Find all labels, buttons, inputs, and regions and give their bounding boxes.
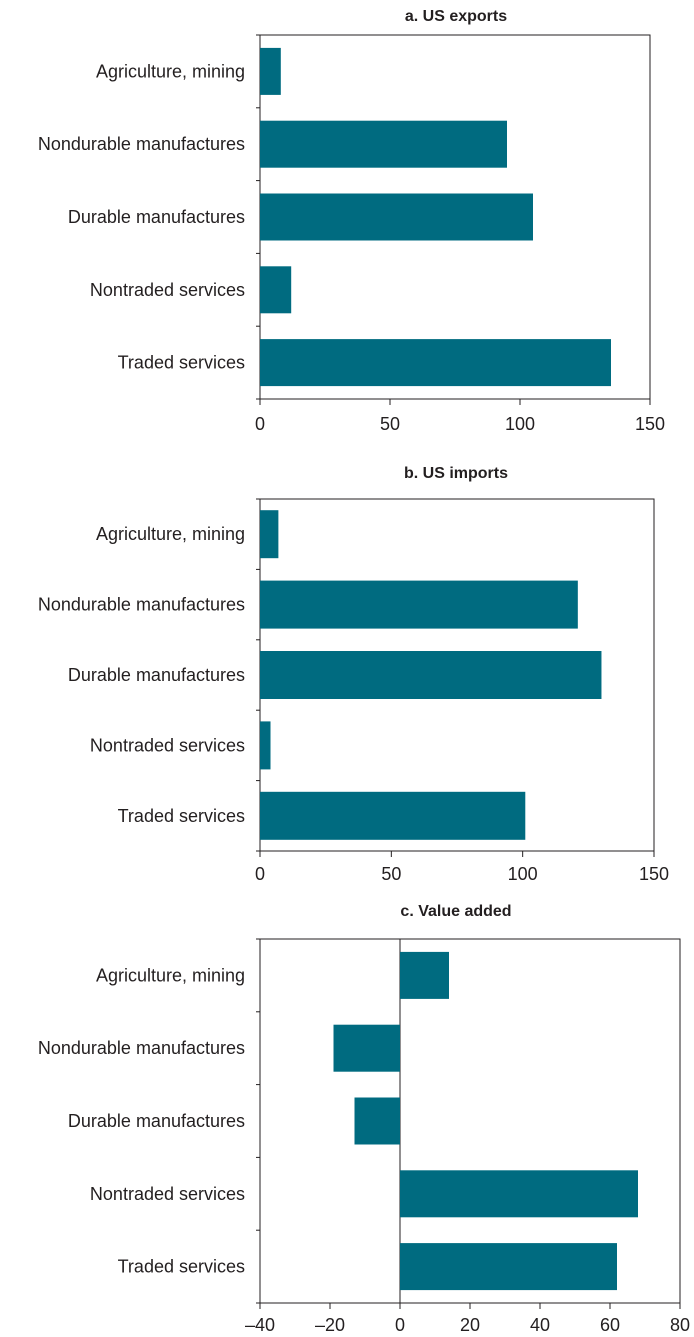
category-label-agriculture-mining: Agriculture, mining	[96, 61, 245, 81]
x-tick-label: 80	[670, 1315, 690, 1335]
category-label-nondurable-manufactures: Nondurable manufactures	[38, 1038, 245, 1058]
category-label-durable-manufactures: Durable manufactures	[68, 665, 245, 685]
x-tick-label: 40	[530, 1315, 550, 1335]
category-label-traded-services: Traded services	[118, 353, 245, 373]
bar-nondurable-manufactures	[260, 120, 507, 168]
category-label-durable-manufactures: Durable manufactures	[68, 1111, 245, 1131]
category-label-durable-manufactures: Durable manufactures	[68, 207, 245, 227]
panel-b-title: b. US imports	[404, 465, 508, 482]
category-label-nontraded-services: Nontraded services	[90, 1184, 245, 1204]
category-label-nondurable-manufactures: Nondurable manufactures	[38, 134, 245, 154]
x-tick-label: 100	[505, 414, 535, 434]
x-tick-label: 50	[380, 414, 400, 434]
x-tick-label: 150	[639, 864, 669, 884]
panel-c-title: c. Value added	[400, 903, 511, 920]
x-tick-label: 20	[460, 1315, 480, 1335]
panel-b-us-imports: b. US imports Agriculture, mining Nondura…	[38, 465, 669, 884]
x-tick-label: 0	[255, 864, 265, 884]
bar-nontraded-services	[260, 266, 292, 314]
bar-durable-manufactures	[260, 651, 602, 699]
x-tick-label: –40	[245, 1315, 275, 1335]
bar-nondurable-manufactures	[333, 1024, 400, 1072]
x-tick-label: 50	[381, 864, 401, 884]
panel-c-value-added: c. Value added Agriculture, mining Nondur…	[38, 903, 690, 1335]
x-tick-label: 60	[600, 1315, 620, 1335]
panel-a-title: a. US exports	[405, 8, 507, 25]
panel-b-marks: Agriculture, mining Nondurable manufactur…	[38, 498, 669, 884]
x-tick-label: 100	[508, 864, 538, 884]
bar-traded-services	[260, 791, 526, 840]
x-tick-label: 150	[635, 414, 665, 434]
category-label-agriculture-mining: Agriculture, mining	[96, 965, 245, 985]
x-tick-label: –20	[315, 1315, 345, 1335]
category-label-traded-services: Traded services	[118, 1257, 245, 1277]
bar-nondurable-manufactures	[260, 580, 578, 629]
x-tick-label: 0	[395, 1315, 405, 1335]
category-label-traded-services: Traded services	[118, 806, 245, 826]
bar-traded-services	[260, 339, 611, 387]
x-tick-label: 0	[255, 414, 265, 434]
bar-durable-manufactures	[354, 1097, 400, 1145]
category-label-nontraded-services: Nontraded services	[90, 280, 245, 300]
category-label-agriculture-mining: Agriculture, mining	[96, 524, 245, 544]
bar-traded-services	[400, 1243, 617, 1291]
bar-agriculture-mining	[260, 510, 279, 559]
category-label-nontraded-services: Nontraded services	[90, 735, 245, 755]
bar-agriculture-mining	[260, 47, 281, 95]
bar-nontraded-services	[400, 1170, 638, 1218]
panel-c-marks: Agriculture, mining Nondurable manufactur…	[38, 938, 690, 1335]
panel-a-us-exports: a. US exports Agriculture, mining Nondura…	[38, 8, 665, 434]
bar-nontraded-services	[260, 721, 271, 770]
category-label-nondurable-manufactures: Nondurable manufactures	[38, 595, 245, 615]
panel-a-marks: Agriculture, mining Nondurable manufactur…	[38, 34, 665, 434]
bar-durable-manufactures	[260, 193, 533, 241]
bar-agriculture-mining	[400, 951, 449, 999]
